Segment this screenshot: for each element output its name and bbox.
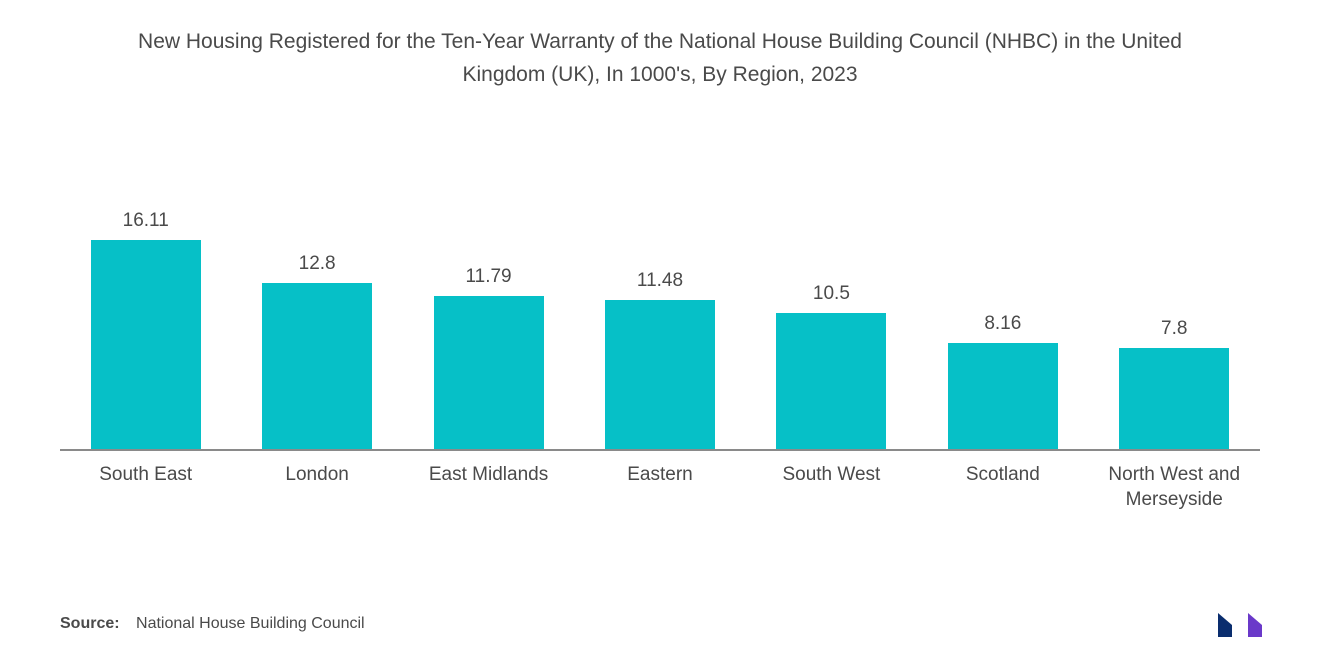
chart-title: New Housing Registered for the Ten-Year … xyxy=(100,26,1220,91)
bar-wrap: 11.48 xyxy=(574,191,745,449)
x-axis-label: South East xyxy=(60,463,231,512)
bar-wrap: 7.8 xyxy=(1089,191,1260,449)
x-axis-label: East Midlands xyxy=(403,463,574,512)
bar-value-label: 16.11 xyxy=(123,210,169,232)
bar-value-label: 11.48 xyxy=(637,270,683,292)
source-row: Source: National House Building Council xyxy=(60,615,365,633)
x-axis-label: North West and Merseyside xyxy=(1089,463,1260,512)
bar-value-label: 7.8 xyxy=(1161,318,1187,340)
x-axis-label: Eastern xyxy=(574,463,745,512)
bar xyxy=(776,313,886,450)
brand-logo xyxy=(1214,605,1278,641)
bar-value-label: 11.79 xyxy=(465,266,511,288)
x-axis-label: South West xyxy=(746,463,917,512)
bar xyxy=(1119,348,1229,449)
source-text: National House Building Council xyxy=(136,615,365,632)
bar xyxy=(605,300,715,449)
bar-wrap: 16.11 xyxy=(60,191,231,449)
x-axis-label: London xyxy=(231,463,402,512)
bar-wrap: 11.79 xyxy=(403,191,574,449)
bar xyxy=(91,240,201,449)
bar-value-label: 8.16 xyxy=(984,313,1021,335)
bar xyxy=(948,343,1058,449)
bar-wrap: 8.16 xyxy=(917,191,1088,449)
chart-container: New Housing Registered for the Ten-Year … xyxy=(0,0,1320,665)
bar-value-label: 12.8 xyxy=(299,253,336,275)
bar xyxy=(434,296,544,449)
x-axis-labels: South EastLondonEast MidlandsEasternSout… xyxy=(60,463,1260,512)
bar-wrap: 10.5 xyxy=(746,191,917,449)
bar xyxy=(262,283,372,449)
plot-area: 16.11 12.8 11.79 11.48 10.5 8.16 7.8 xyxy=(60,191,1260,451)
x-axis-label: Scotland xyxy=(917,463,1088,512)
bar-value-label: 10.5 xyxy=(813,283,850,305)
source-label: Source: xyxy=(60,615,120,632)
bar-wrap: 12.8 xyxy=(231,191,402,449)
